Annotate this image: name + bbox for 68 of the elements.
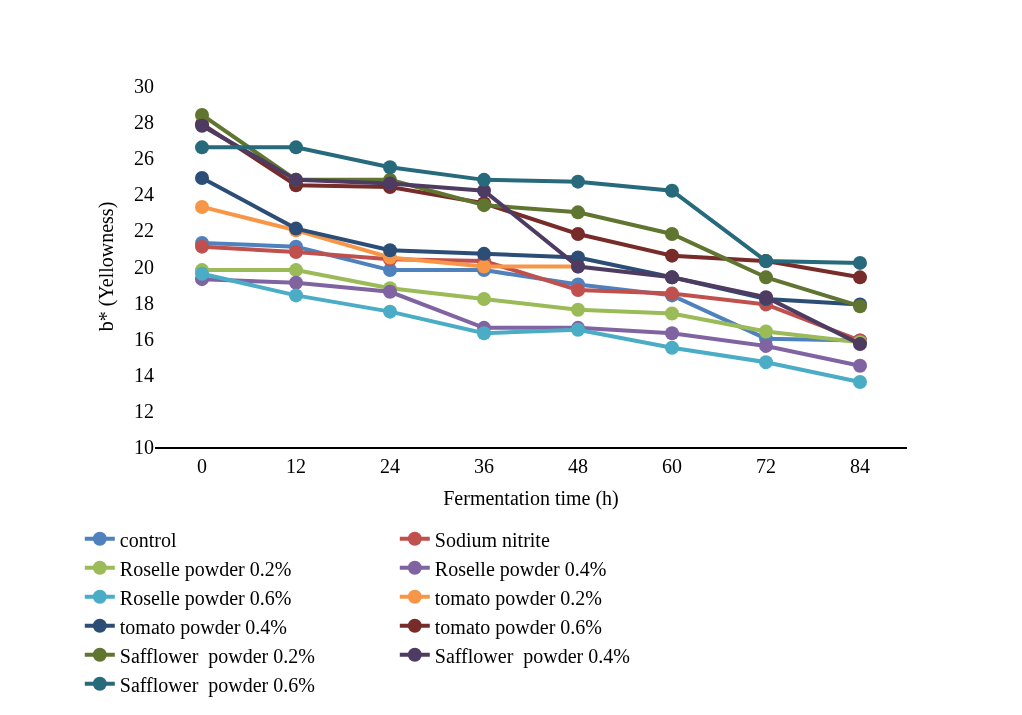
point — [289, 263, 303, 278]
point — [289, 245, 303, 260]
point — [383, 243, 397, 258]
legend-label: Roselle powder 0.6% — [119, 586, 292, 610]
y-tick-label: 16 — [134, 327, 154, 350]
legend-label: Sodium nitrite — [434, 528, 550, 551]
point — [853, 358, 867, 373]
point — [759, 355, 773, 370]
point — [571, 282, 585, 297]
legend-label: Roselle powder 0.2% — [119, 557, 292, 581]
point — [383, 304, 397, 319]
x-tick-label: 48 — [568, 455, 588, 477]
point — [383, 160, 397, 175]
point — [665, 183, 679, 198]
legend-label: tomato powder 0.2% — [434, 586, 602, 610]
y-tick-label: 26 — [134, 147, 154, 170]
point — [665, 306, 679, 321]
x-tick-label: 12 — [286, 455, 306, 477]
point — [477, 259, 491, 274]
point — [665, 227, 679, 241]
point — [665, 340, 679, 355]
x-tick-label: 0 — [197, 455, 207, 477]
x-tick-label: 36 — [474, 455, 494, 477]
point — [665, 248, 679, 263]
legend-label: control — [119, 528, 177, 551]
point — [289, 275, 303, 290]
y-axis-title: b* (Yellowness) — [94, 201, 118, 332]
y-tick-label: 14 — [134, 363, 154, 386]
y-tick-label: 22 — [134, 219, 154, 242]
point — [477, 172, 491, 187]
y-tick-label: 10 — [134, 436, 154, 458]
y-tick-label: 18 — [134, 291, 154, 314]
point — [571, 227, 585, 241]
point — [759, 270, 773, 285]
point — [477, 326, 491, 341]
y-tick-label: 28 — [134, 111, 154, 134]
y-tick-label: 20 — [134, 255, 154, 278]
point — [571, 302, 585, 317]
point — [853, 375, 867, 390]
legend-label: tomato powder 0.6% — [434, 615, 602, 639]
legend-label: Safflower powder 0.4% — [434, 644, 630, 668]
legend-label: Safflower powder 0.6% — [119, 673, 315, 697]
point — [289, 140, 303, 155]
x-axis-title: Fermentation time (h) — [443, 487, 619, 510]
y-tick-label: 24 — [134, 183, 154, 206]
legend-label: Safflower powder 0.2% — [119, 644, 315, 668]
point — [571, 205, 585, 220]
y-tick-label: 30 — [134, 75, 154, 97]
point — [289, 288, 303, 303]
x-tick-label: 24 — [380, 455, 400, 477]
point — [195, 140, 209, 155]
point — [477, 291, 491, 306]
point — [571, 174, 585, 189]
x-tick-label: 60 — [662, 455, 682, 477]
point — [759, 338, 773, 353]
point — [195, 199, 209, 214]
legend-label: tomato powder 0.4% — [119, 615, 287, 639]
point — [477, 246, 491, 261]
legend-label: Roselle powder 0.4% — [434, 557, 607, 581]
point — [665, 326, 679, 341]
x-tick-label: 84 — [850, 455, 870, 477]
x-tick-label: 72 — [756, 455, 776, 477]
point — [383, 176, 397, 191]
y-tick-label: 12 — [134, 399, 154, 422]
point — [853, 255, 867, 270]
point — [195, 171, 209, 186]
point — [853, 270, 867, 285]
point — [759, 324, 773, 339]
